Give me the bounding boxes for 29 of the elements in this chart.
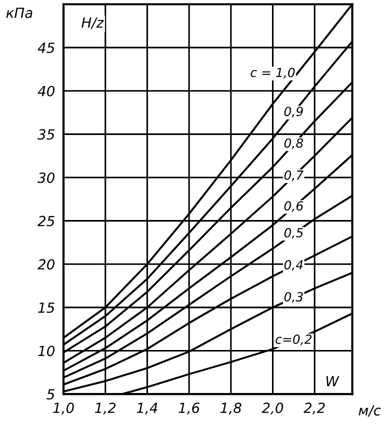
- x-tick-label: 1,6: [178, 402, 200, 415]
- y-tick-label: 30: [38, 172, 54, 183]
- y-tick-label: 35: [38, 129, 54, 140]
- series-label: 0,8: [284, 138, 304, 150]
- x-axis-title: м/с: [358, 405, 381, 417]
- y-tick-label: 25: [38, 216, 54, 226]
- y-tick-label: 40: [38, 86, 54, 96]
- x-tick-label: 1,2: [95, 402, 116, 415]
- y-tick-label: 45: [38, 42, 54, 54]
- y-tick-label: 5: [46, 389, 54, 400]
- series-label: c=0,2: [276, 334, 312, 346]
- x-tick-label: 1,4: [136, 402, 158, 415]
- annotation: H/z: [82, 17, 104, 29]
- series-label: 0,7: [284, 170, 304, 182]
- x-tick-label: 1,8: [220, 402, 242, 415]
- y-axis-title: кПа: [6, 8, 32, 18]
- y-tick-label: 15: [38, 302, 54, 313]
- series-label: c = 1,0: [250, 68, 295, 78]
- y-tick-label: 20: [38, 259, 54, 270]
- series-label: 0,6: [284, 201, 304, 212]
- series-label: 0,4: [284, 260, 303, 271]
- annotation: W: [326, 376, 340, 386]
- x-tick-label: 1,0: [53, 402, 74, 415]
- y-tick-label: 10: [38, 346, 54, 356]
- series-label: 0,9: [284, 106, 303, 118]
- series-label: 0,5: [284, 228, 303, 239]
- x-tick-label: 2,2: [304, 402, 325, 415]
- x-tick-label: 2,0: [262, 402, 284, 415]
- series-label: 0,3: [284, 292, 303, 303]
